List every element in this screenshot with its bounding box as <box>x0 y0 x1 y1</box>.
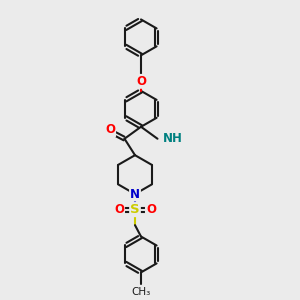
Text: NH: NH <box>163 132 183 145</box>
Text: S: S <box>130 203 140 216</box>
Text: O: O <box>136 75 146 88</box>
Text: O: O <box>114 203 124 216</box>
Text: N: N <box>130 188 140 201</box>
Text: O: O <box>105 123 115 136</box>
Text: CH₃: CH₃ <box>131 287 151 297</box>
Text: O: O <box>146 203 156 216</box>
